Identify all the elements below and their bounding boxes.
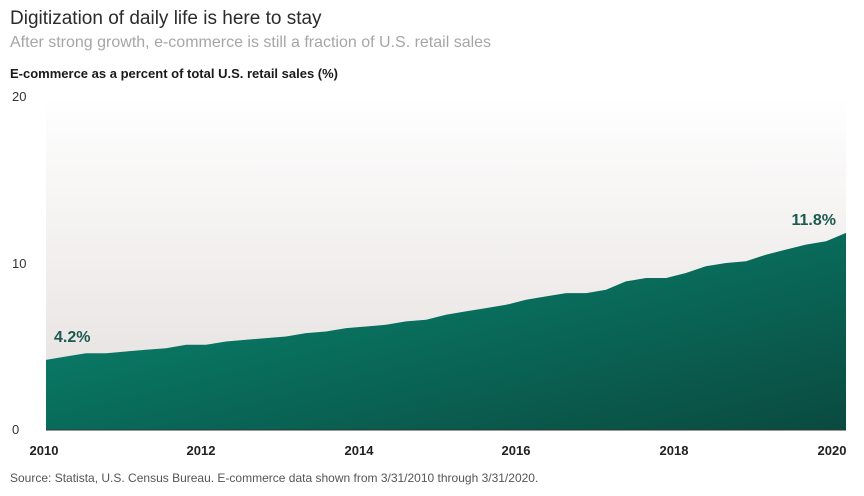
- data-label-end: 11.8%: [792, 212, 836, 229]
- chart-title: Digitization of daily life is here to st…: [10, 8, 322, 29]
- y-tick-label: 10: [12, 256, 26, 271]
- x-tick-label: 2012: [187, 443, 216, 458]
- x-tick-label: 2020: [818, 443, 847, 458]
- chart-subtitle: After strong growth, e-commerce is still…: [10, 34, 492, 51]
- y-axis-label: E-commerce as a percent of total U.S. re…: [10, 66, 339, 81]
- y-tick-label: 20: [12, 89, 26, 104]
- data-label-start: 4.2%: [54, 329, 90, 346]
- x-tick-label: 2018: [660, 443, 689, 458]
- source-note: Source: Statista, U.S. Census Bureau. E-…: [10, 471, 539, 485]
- x-tick-label: 2016: [502, 443, 531, 458]
- y-tick-label: 0: [12, 422, 19, 437]
- x-tick-label: 2014: [345, 443, 375, 458]
- series-area: [46, 232, 846, 430]
- x-tick-label: 2010: [30, 443, 59, 458]
